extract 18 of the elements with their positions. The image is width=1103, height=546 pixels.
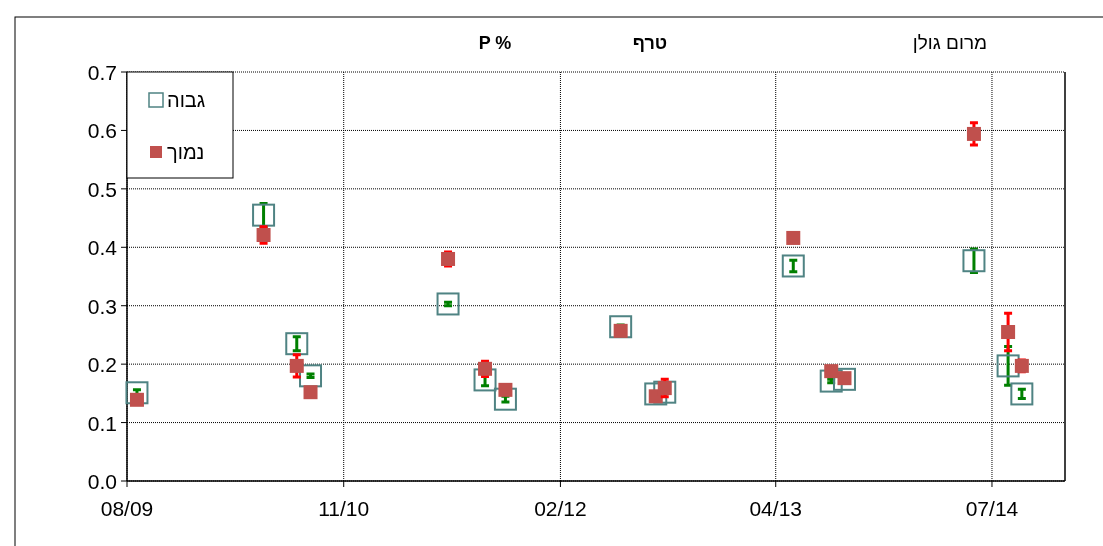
- x-tick-label: 04/13: [749, 497, 803, 520]
- legend-label: נמוך: [167, 141, 205, 163]
- y-tick-label: 0.3: [87, 294, 117, 318]
- x-tick-label: 02/12: [534, 497, 587, 520]
- x-tick-label: 08/09: [100, 497, 154, 520]
- y-tick-label: 0.4: [87, 236, 118, 260]
- y-tick-label: 0.0: [87, 470, 117, 493]
- x-tick-label: 07/14: [965, 497, 1019, 520]
- y-tick-label: 0.6: [87, 119, 117, 143]
- chart-subtitle: טרף: [632, 33, 668, 53]
- y-tick-label: 0.7: [87, 61, 117, 84]
- chart-title: P %: [478, 33, 512, 53]
- text: מרום גולן: [912, 32, 988, 53]
- y-tick-label: 0.2: [87, 353, 117, 377]
- legend-label: גבוה: [167, 89, 206, 111]
- y-tick-label: 0.1: [87, 411, 117, 435]
- x-tick-label: 11/10: [318, 497, 370, 520]
- y-tick-label: 0.5: [87, 177, 117, 201]
